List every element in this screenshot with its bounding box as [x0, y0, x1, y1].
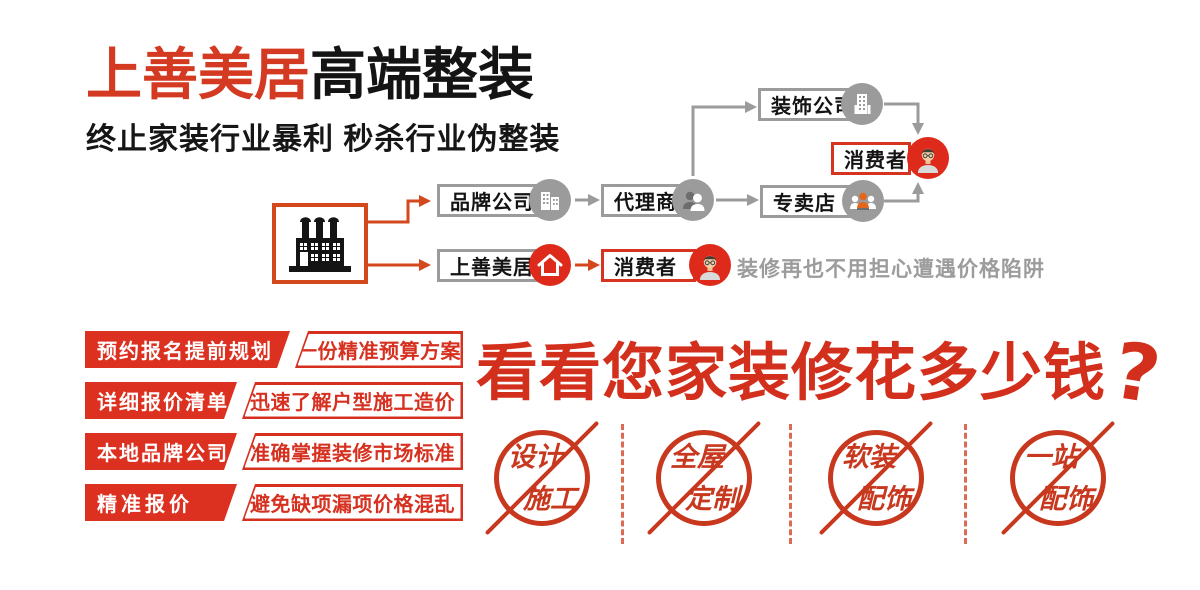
ribbon-label: 预约报名提前规划	[85, 331, 290, 368]
node-brand-label: 品牌公司	[450, 192, 534, 214]
benefit-list: 预约报名提前规划 一份精准预算方案 详细报价清单 迅速了解户型施工造价 本地品牌…	[85, 331, 463, 535]
page-title: 上善美居高端整装	[86, 43, 560, 106]
ribbon-desc-box: 避免缺项漏项价格混乱	[242, 484, 463, 521]
list-item: 本地品牌公司 准确掌握装修市场标准	[85, 433, 463, 470]
arrow-agent-to-decoration	[691, 101, 757, 176]
ribbon-label: 精准报价	[85, 484, 237, 521]
stamp-whole-house-custom: 全屋 定制	[646, 420, 762, 536]
stamp-line2: 施工	[523, 484, 577, 515]
arrow-factory-to-brand	[368, 195, 431, 224]
brand-name: 上善美居	[86, 43, 310, 106]
arrow-decoration-to-consumer	[884, 102, 924, 135]
node-brand-company: 品牌公司	[437, 184, 541, 217]
node-decoration-company: 装饰公司	[758, 88, 856, 121]
ribbon-desc: 迅速了解户型施工造价	[244, 384, 461, 417]
headline: 看看您家装修花多少钱?	[476, 322, 1176, 423]
list-item: 精准报价 避免缺项漏项价格混乱	[85, 484, 463, 521]
factory-node	[272, 203, 368, 284]
list-item: 预约报名提前规划 一份精准预算方案	[85, 331, 463, 368]
stamp-line2: 配饰	[857, 484, 911, 515]
stamp-line1: 一站	[1024, 442, 1078, 473]
headline-text: 看看您家装修花多少钱	[476, 336, 1107, 409]
node-consumer-top: 消费者	[831, 142, 911, 175]
strikethrough-slash	[818, 420, 934, 536]
node-consumer-bottom-label: 消费者	[614, 257, 677, 279]
subtitle: 终止家装行业暴利 秒杀行业伪整装	[86, 122, 561, 156]
ribbon-desc: 一份精准预算方案	[297, 333, 461, 366]
store-people-icon	[842, 180, 884, 222]
stamp-design-construction: 设计 施工	[484, 420, 600, 536]
stamp-line2: 定制	[685, 484, 739, 515]
factory-icon	[289, 216, 351, 272]
node-ssmj: 上善美居	[437, 249, 541, 282]
dashed-divider	[789, 424, 792, 544]
node-consumer-top-label: 消费者	[844, 150, 907, 172]
ribbon-desc-box: 迅速了解户型施工造价	[242, 382, 463, 419]
question-mark: ?	[1107, 325, 1168, 423]
node-store: 专卖店	[760, 185, 852, 218]
two-people-icon	[672, 179, 714, 221]
stamp-line1: 设计	[508, 442, 562, 473]
ribbon-label: 详细报价清单	[85, 382, 237, 419]
stamp-line2: 配饰	[1039, 484, 1093, 515]
node-consumer-bottom: 消费者	[601, 249, 696, 282]
stamp-line1: 全屋	[670, 442, 724, 473]
list-item: 详细报价清单 迅速了解户型施工造价	[85, 382, 463, 419]
person-avatar-icon	[689, 244, 731, 286]
ribbon-desc: 准确掌握装修市场标准	[244, 435, 461, 468]
ribbon-desc-box: 一份精准预算方案	[295, 331, 463, 368]
node-agent: 代理商	[601, 184, 681, 217]
node-store-label: 专卖店	[773, 193, 836, 215]
ribbon-label: 本地品牌公司	[85, 433, 237, 470]
ribbon-desc-box: 准确掌握装修市场标准	[242, 433, 463, 470]
stamp-soft-furnishing: 软装 配饰	[818, 420, 934, 536]
strikethrough-slash	[646, 420, 762, 536]
arrow-store-to-consumer	[884, 182, 924, 203]
person-avatar-icon	[907, 137, 949, 179]
stamp-line1: 软装	[842, 442, 896, 473]
building-icon	[841, 83, 883, 125]
node-agent-label: 代理商	[614, 192, 677, 214]
strikethrough-slash	[1000, 420, 1116, 536]
node-decoration-label: 装饰公司	[771, 96, 855, 118]
house-icon	[529, 244, 571, 286]
dashed-divider	[964, 424, 967, 544]
dashed-divider	[621, 424, 624, 544]
header: 上善美居高端整装 终止家装行业暴利 秒杀行业伪整装	[86, 43, 561, 158]
buildings-icon	[529, 179, 571, 221]
node-ssmj-label: 上善美居	[450, 257, 534, 279]
stamp-one-stop-accessories: 一站 配饰	[1000, 420, 1116, 536]
strikethrough-slash	[484, 420, 600, 536]
title-suffix: 高端整装	[310, 43, 534, 106]
price-trap-note: 装修再也不用担心遭遇价格陷阱	[737, 258, 1045, 281]
ribbon-desc: 避免缺项漏项价格混乱	[244, 486, 461, 519]
